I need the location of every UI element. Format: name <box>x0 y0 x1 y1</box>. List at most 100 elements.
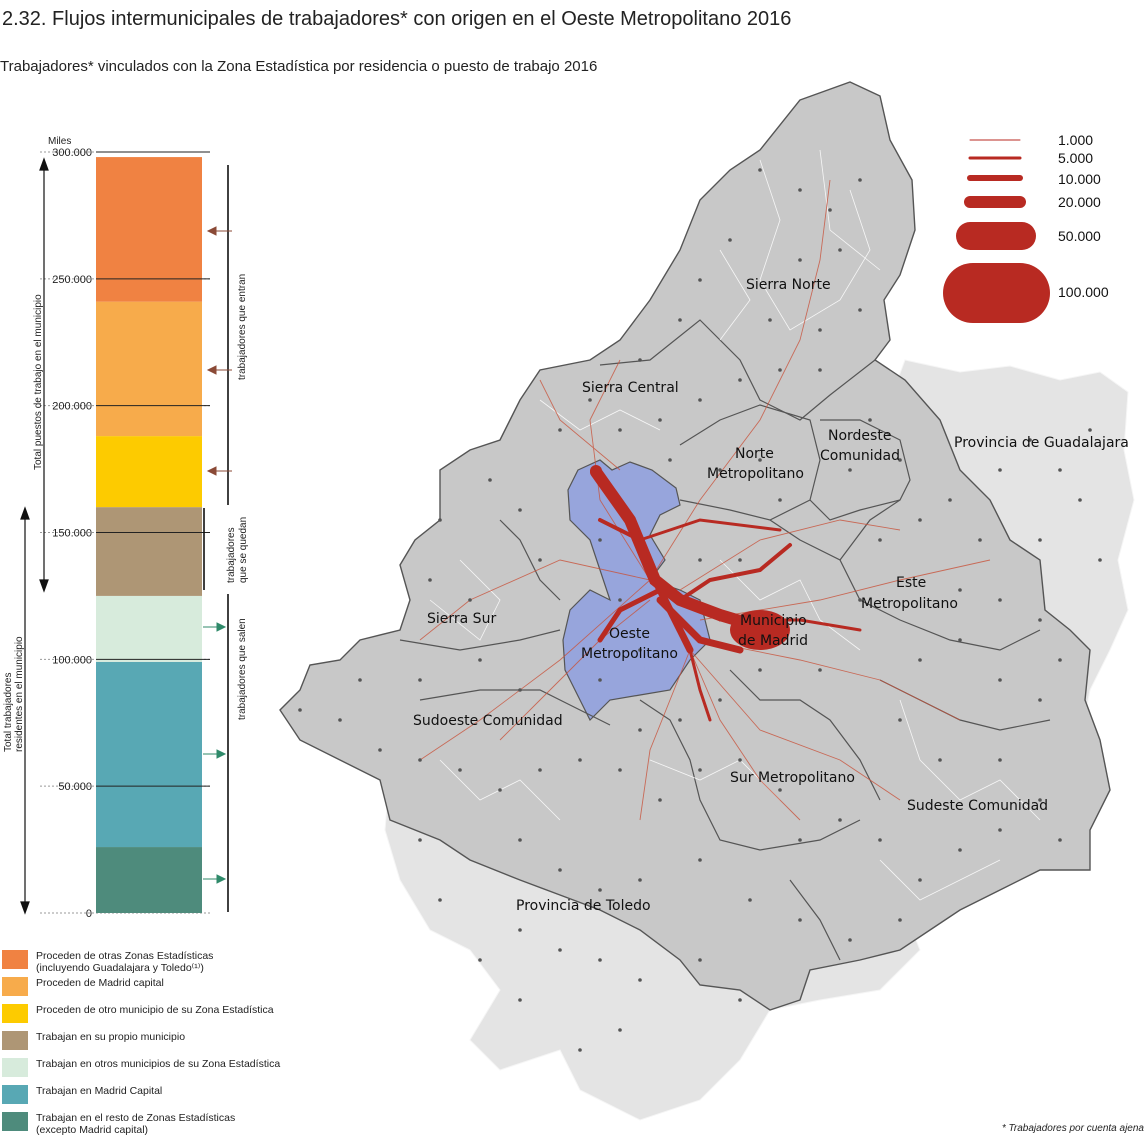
thin-flow-lines <box>419 179 991 821</box>
municipality-point <box>698 278 702 282</box>
municipality-point <box>818 368 822 372</box>
legend-label: Trabajan en otros municipios de su Zona … <box>36 1058 281 1070</box>
label-nordeste-1: Nordeste <box>828 428 891 444</box>
legend-swatch <box>2 950 28 969</box>
municipality-point <box>338 718 342 722</box>
flow-madrid-destination <box>730 610 790 650</box>
municipality-point <box>1098 558 1102 562</box>
municipality-point <box>848 938 852 942</box>
municipality-point <box>858 598 862 602</box>
municipality-point <box>728 238 732 242</box>
legend-label: Trabajan en Madrid Capital <box>36 1085 163 1097</box>
flow-legend-20000: 20.000 <box>1058 194 1101 210</box>
bar-segment <box>96 595 202 662</box>
label-nordeste-2: Comunidad <box>820 448 900 464</box>
municipality-point <box>828 208 832 212</box>
bar-tick-label: 50.000 <box>58 781 92 793</box>
municipality-point <box>838 248 842 252</box>
thick-flow-lines <box>590 466 862 722</box>
label-guadalajara: Provincia de Guadalajara <box>954 435 1129 451</box>
municipality-point <box>858 178 862 182</box>
municipality-point <box>738 378 742 382</box>
municipality-point <box>778 368 782 372</box>
municipality-point <box>1038 798 1042 802</box>
municipality-point <box>518 688 522 692</box>
municipality-point <box>998 598 1002 602</box>
label-norte-2: Metropolitano <box>707 466 804 482</box>
municipality-borders <box>429 149 1041 901</box>
legend-item: Proceden de otro municipio de su Zona Es… <box>2 1004 302 1023</box>
municipality-point <box>598 538 602 542</box>
municipality-point <box>468 598 472 602</box>
municipality-point <box>1038 618 1042 622</box>
flow-legend-50000: 50.000 <box>1058 228 1101 244</box>
label-sierra-norte: Sierra Norte <box>746 277 831 293</box>
municipality-point <box>698 958 702 962</box>
municipality-point <box>598 678 602 682</box>
municipality-point <box>738 558 742 562</box>
municipality-point <box>958 588 962 592</box>
arrows-salen <box>203 622 227 884</box>
municipality-point <box>618 428 622 432</box>
flow-origin-node <box>590 465 602 477</box>
municipality-point <box>848 468 852 472</box>
municipality-point <box>798 838 802 842</box>
municipality-point <box>918 518 922 522</box>
municipality-point <box>518 928 522 932</box>
legend-label: Proceden de otras Zonas Estadísticas (in… <box>36 950 214 974</box>
bar-legend: Proceden de otras Zonas Estadísticas (in… <box>2 950 302 1139</box>
region-madrid-community <box>279 81 1111 1011</box>
municipality-point <box>998 678 1002 682</box>
label-quedan-1: trabajadores <box>226 527 237 583</box>
municipality-point <box>998 758 1002 762</box>
label-norte-1: Norte <box>735 446 774 462</box>
municipality-point <box>418 838 422 842</box>
municipality-point <box>378 748 382 752</box>
bar-segment <box>96 847 202 913</box>
municipality-point <box>1058 468 1062 472</box>
municipality-point <box>658 798 662 802</box>
stacked-bar-chart: Miles 0 50.000 100.000 150.000 200.000 250.00… <box>3 136 249 920</box>
legend-item: Trabajan en otros municipios de su Zona … <box>2 1058 302 1077</box>
flow-legend-10000: 10.000 <box>1058 171 1101 187</box>
province-toledo <box>384 759 921 1121</box>
municipality-point <box>698 558 702 562</box>
municipality-point <box>748 898 752 902</box>
municipality-points <box>298 168 1102 1052</box>
label-este-1: Este <box>896 575 926 591</box>
label-madrid-1: Municipio <box>740 613 807 629</box>
bar-segments <box>96 157 202 913</box>
municipality-point <box>898 718 902 722</box>
bar-segment <box>96 301 202 437</box>
label-sudeste: Sudeste Comunidad <box>907 798 1048 814</box>
municipality-point <box>738 758 742 762</box>
municipality-point <box>698 768 702 772</box>
municipality-point <box>898 918 902 922</box>
municipality-point <box>588 398 592 402</box>
municipality-point <box>438 518 442 522</box>
bar-tick-labels: 0 50.000 100.000 150.000 200.000 250.000 300.0… <box>52 147 92 920</box>
municipality-point <box>718 698 722 702</box>
municipality-point <box>438 898 442 902</box>
flow-legend <box>943 139 1050 323</box>
municipality-point <box>798 258 802 262</box>
municipality-point <box>758 668 762 672</box>
label-toledo: Provincia de Toledo <box>516 898 651 914</box>
legend-label: Trabajan en su propio municipio <box>36 1031 186 1043</box>
province-guadalajara <box>879 359 1135 781</box>
label-sur: Sur Metropolitano <box>730 770 855 786</box>
bar-tick-label: 150.000 <box>52 528 92 540</box>
label-total-residentes-1: Total trabajadores <box>3 673 14 753</box>
municipality-point <box>778 498 782 502</box>
flow-legend-1000: 1.000 <box>1058 132 1093 148</box>
figure-subtitle: Trabajadores* vinculados con la Zona Est… <box>0 58 598 75</box>
region-borders <box>399 319 1051 961</box>
municipality-point <box>598 888 602 892</box>
legend-label: Trabajan en el resto de Zonas Estadístic… <box>36 1112 236 1136</box>
municipality-point <box>978 538 982 542</box>
label-entran: trabajadores que entran <box>237 274 248 380</box>
municipality-point <box>718 468 722 472</box>
municipality-point <box>768 318 772 322</box>
legend-swatch <box>2 977 28 996</box>
bar-tick-label: 200.000 <box>52 401 92 413</box>
